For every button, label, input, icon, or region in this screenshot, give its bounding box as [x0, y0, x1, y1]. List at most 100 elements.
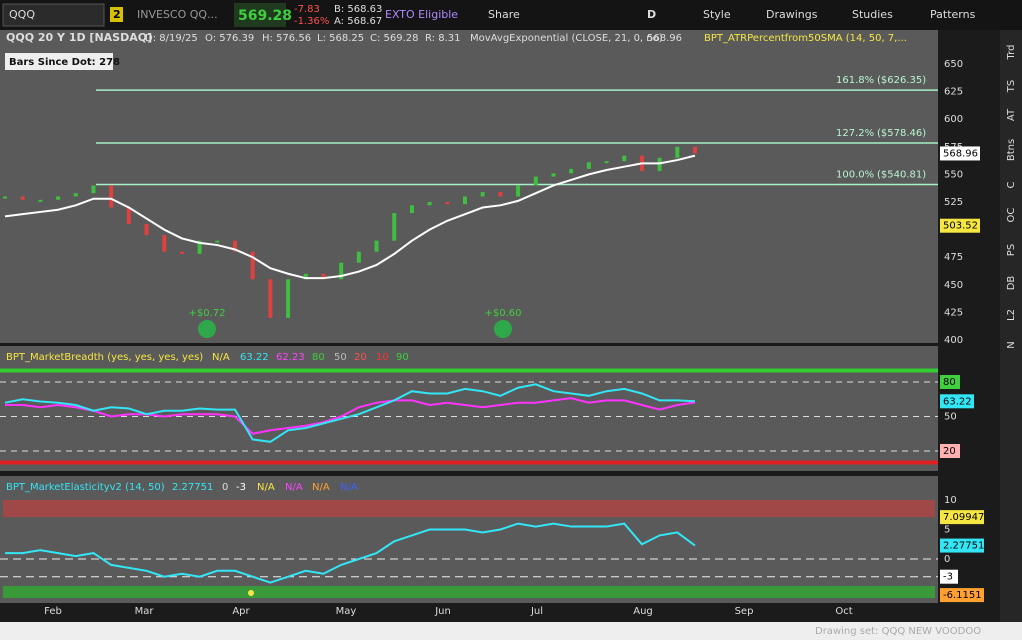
elast-header: N/A — [312, 482, 330, 493]
sidebar-tab[interactable]: DB — [1006, 276, 1017, 291]
elast-tag-bg — [940, 569, 958, 584]
price-tag-bg — [940, 218, 980, 233]
date: D: 8/19/25 — [145, 33, 198, 44]
candle — [409, 205, 414, 214]
sidebar-tab[interactable]: OC — [1006, 208, 1017, 223]
candle — [356, 251, 361, 263]
candle — [427, 202, 432, 206]
exto[interactable]: EXTO Eligible — [385, 8, 458, 21]
candle — [109, 185, 114, 208]
candle — [657, 157, 662, 172]
sidebar-tab[interactable]: N — [1006, 341, 1017, 348]
candle — [303, 273, 308, 280]
candle — [286, 279, 291, 318]
elast-tick: 5 — [944, 525, 950, 536]
breadth-tag-bg — [940, 394, 974, 409]
company: INVESCO QQ... — [137, 8, 218, 21]
month-label: May — [336, 606, 357, 617]
month-label: Aug — [633, 606, 653, 617]
elast-tag: -3 — [943, 572, 953, 583]
change-pct: -1.36% — [294, 16, 329, 27]
last: 569.28 — [238, 8, 292, 24]
high: H: 576.56 — [262, 33, 311, 44]
elast-tag: -6.1151 — [943, 590, 982, 601]
sidebar-tab[interactable]: C — [1006, 181, 1017, 188]
candle — [73, 193, 78, 197]
style[interactable]: Style — [703, 8, 731, 21]
symbol-box[interactable] — [2, 3, 105, 27]
change: -7.83 — [294, 4, 320, 15]
candle — [622, 155, 627, 162]
candle — [215, 240, 220, 243]
candle — [445, 202, 450, 205]
ask: A: 568.67 — [334, 16, 382, 27]
price-tag-bg — [940, 146, 980, 161]
breadth-tag: 20 — [943, 446, 956, 457]
period[interactable]: D — [647, 8, 656, 21]
candle — [162, 235, 167, 252]
upper-band — [3, 500, 935, 518]
elast-header: -3 — [236, 482, 246, 493]
studies[interactable]: Studies — [852, 8, 893, 21]
candle — [144, 224, 149, 236]
sidebar-tab[interactable]: L2 — [1006, 309, 1017, 321]
elast-line — [5, 522, 696, 584]
candle — [250, 251, 255, 280]
candle — [179, 251, 184, 254]
month-label: Oct — [835, 606, 852, 617]
candle — [675, 146, 680, 158]
sidebar-tab[interactable]: PS — [1006, 244, 1017, 256]
bid: B: 568.63 — [334, 4, 382, 15]
fib-label: 100.0% — [836, 170, 874, 181]
symbol: QQQ — [9, 8, 35, 21]
candle — [463, 196, 467, 205]
share[interactable]: Share — [488, 8, 520, 21]
price-tick-label: 600 — [944, 114, 963, 125]
study-value: 568.96 — [647, 33, 682, 44]
elast-tag-bg — [940, 538, 984, 553]
badge-bg — [110, 7, 123, 22]
lower-band — [3, 586, 935, 598]
elast-header: N/A — [257, 482, 275, 493]
month-label: Jun — [434, 606, 451, 617]
sidebar-tab[interactable]: AT — [1006, 108, 1017, 121]
candle — [339, 262, 344, 280]
price-tick-label: 400 — [944, 335, 963, 346]
candle — [604, 161, 609, 164]
patterns[interactable]: Patterns — [930, 8, 976, 21]
dot-label: +$0.72 — [188, 308, 225, 319]
breadth-tag: 80 — [943, 377, 956, 388]
sidebar-tab[interactable]: Btns — [1006, 139, 1017, 161]
candle — [374, 240, 379, 252]
price-tick-label: 625 — [944, 87, 963, 98]
breadth-header: 80 — [312, 352, 325, 363]
cyan-line — [4, 383, 696, 443]
breadth-header: 20 — [354, 352, 367, 363]
ema-line — [4, 154, 696, 280]
dot-label: +$0.60 — [484, 308, 521, 319]
signal-dot — [248, 590, 254, 596]
candle — [91, 185, 96, 194]
month-label: Jul — [530, 606, 543, 617]
fib-label: 161.8% — [836, 75, 874, 86]
elast-tag-bg — [940, 588, 984, 603]
drawings[interactable]: Drawings — [766, 8, 818, 21]
sidebar-tab[interactable]: Trd — [1006, 45, 1017, 61]
dot — [198, 320, 216, 338]
candle — [480, 192, 485, 197]
elasticity-panel — [0, 476, 938, 603]
sidebar-tab[interactable]: TS — [1006, 80, 1017, 93]
candle — [20, 196, 25, 200]
candle — [586, 162, 591, 169]
candle — [498, 192, 503, 197]
price-tick-label: 425 — [944, 307, 963, 318]
chart-title: QQQ 20 Y 1D [NASDAQ] — [6, 31, 152, 44]
range: R: 8.31 — [425, 33, 460, 44]
elast-header: N/A — [340, 482, 358, 493]
price-panel — [0, 30, 938, 343]
price-tag: 568.96 — [943, 148, 978, 159]
atr: BPT_ATRPercentfrom50SMA (14, 50, 7,... — [704, 33, 907, 44]
breadth-tag-bg — [940, 375, 960, 389]
breadth-header: 90 — [396, 352, 409, 363]
